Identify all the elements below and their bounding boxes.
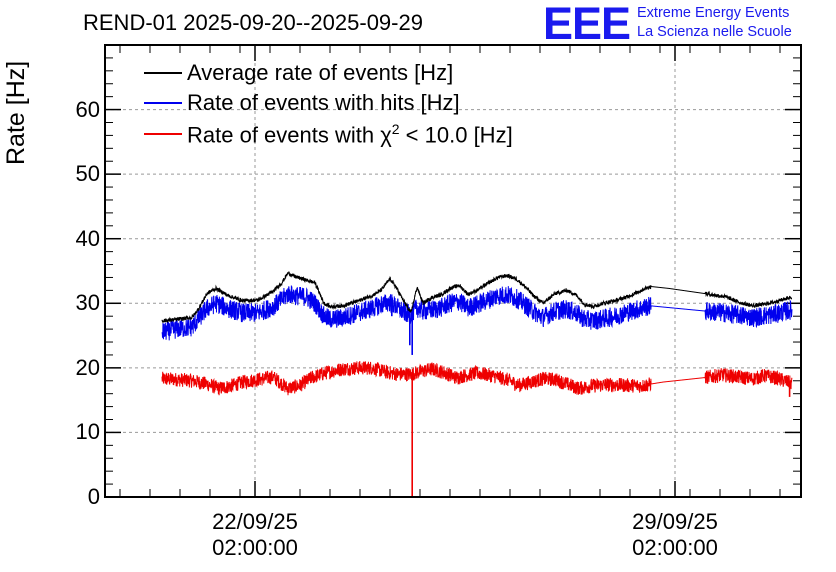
y-axis-label: Rate [Hz]: [2, 60, 30, 165]
legend-text-average: Average rate of events [Hz]: [187, 60, 454, 85]
series-line-2: [161, 361, 793, 396]
x-tick-date: 22/09/25: [212, 509, 298, 534]
legend-chi2-tail: < 10.0 [Hz]: [399, 122, 513, 148]
legend-text-hits: Rate of events with hits [Hz]: [187, 90, 460, 115]
y-tick-label: 50: [75, 161, 100, 187]
series-line-1: [161, 285, 793, 341]
legend-chi2-sup: 2: [391, 121, 400, 137]
legend-text-chi2: Rate of events with χ2 < 10.0 [Hz]: [187, 121, 513, 148]
legend-line-red: [144, 133, 182, 135]
y-tick-label: 60: [75, 96, 100, 122]
logo-line-1: Extreme Energy Events: [637, 5, 790, 21]
x-tick-date: 29/09/25: [632, 509, 718, 534]
y-tick-label: 0: [87, 484, 100, 509]
plot-frame: [104, 44, 802, 498]
series-group: [161, 270, 793, 497]
legend-chi2-main: Rate of events with χ: [187, 122, 392, 148]
legend-line-blue: [144, 102, 182, 104]
y-tick-label: 30: [75, 290, 100, 316]
y-tick-label: 20: [75, 354, 100, 380]
x-tick-time: 02:00:00: [212, 535, 298, 560]
x-tick-label: 22/09/25 02:00:00: [175, 509, 335, 561]
legend-line-black: [144, 72, 182, 74]
y-tick-label: 40: [75, 225, 100, 251]
eee-logo: EEE: [543, 0, 631, 49]
x-tick-label: 29/09/25 02:00:00: [595, 509, 755, 561]
series-line-0: [161, 270, 793, 323]
y-tick-label: 10: [75, 419, 100, 445]
x-tick-time: 02:00:00: [632, 535, 718, 560]
chart-title: REND-01 2025-09-20--2025-09-29: [83, 10, 423, 35]
logo-line-2: La Scienza nelle Scuole: [637, 24, 792, 40]
